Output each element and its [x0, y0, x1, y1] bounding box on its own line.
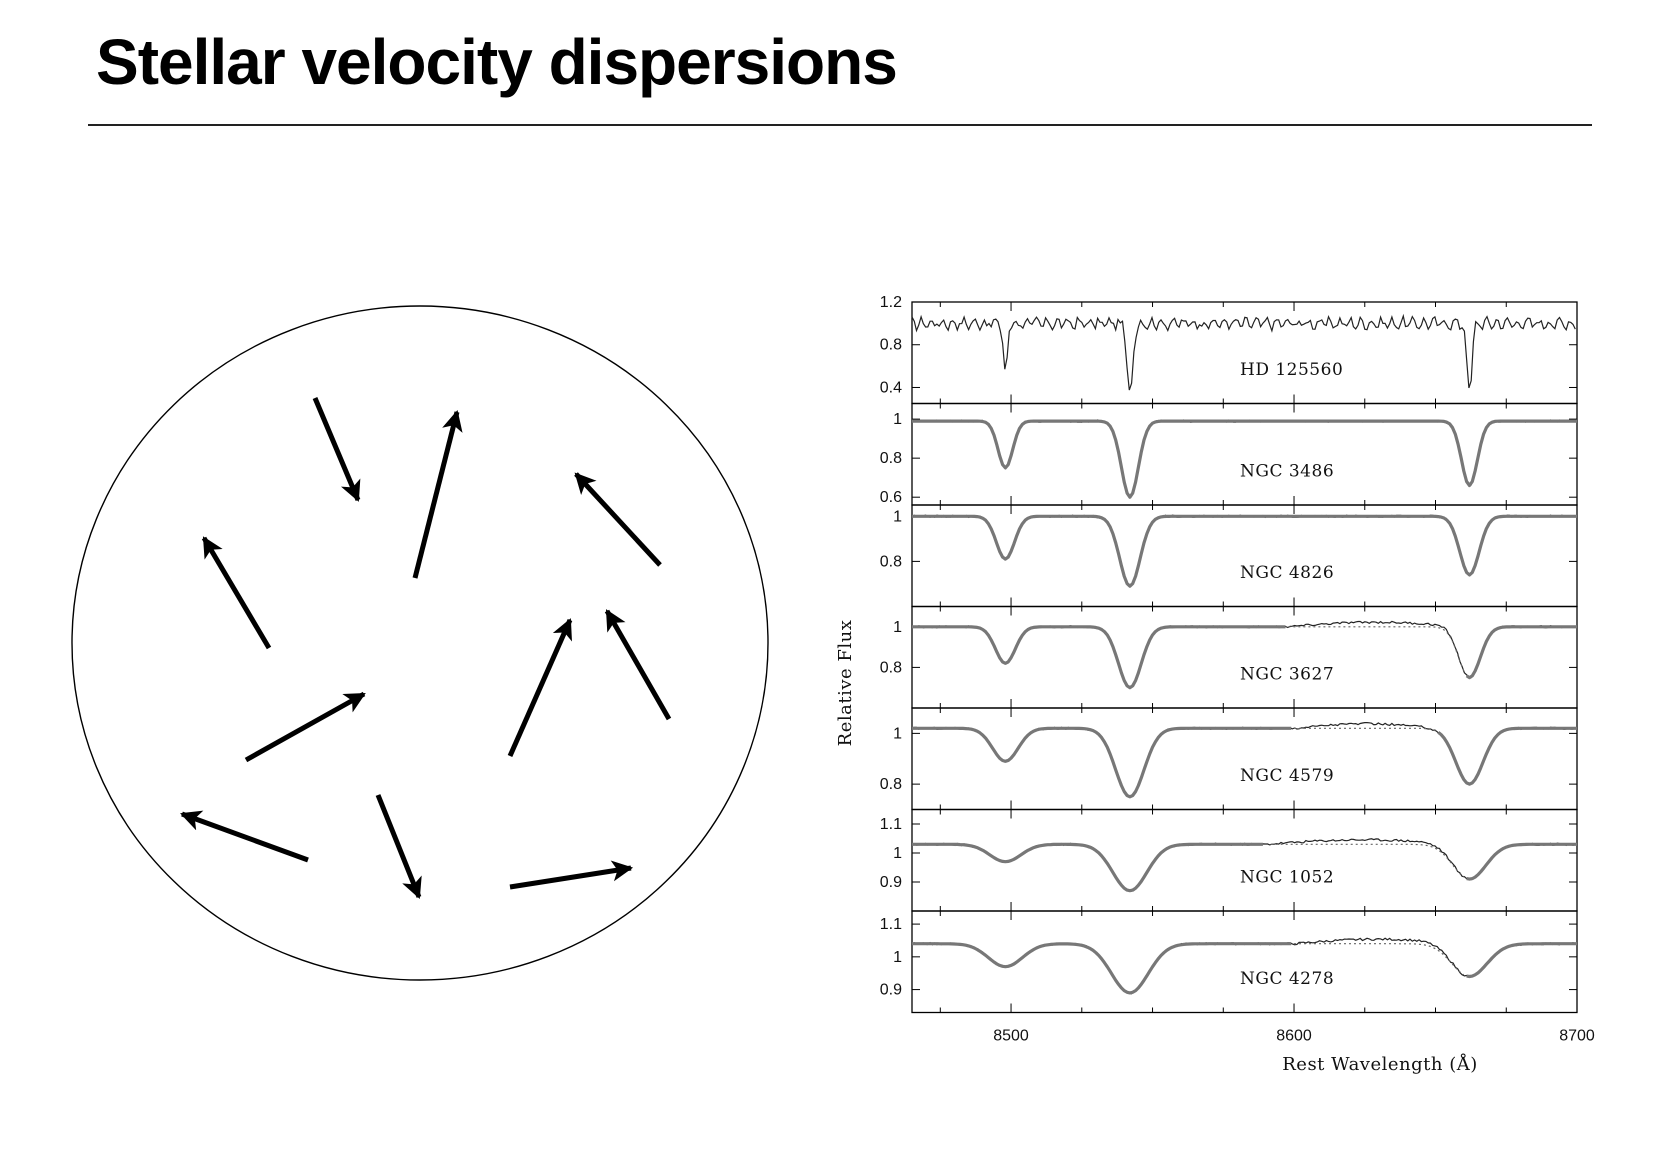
y-tick-label: 0.8 [880, 337, 902, 354]
y-tick-label: 0.8 [880, 553, 902, 570]
y-axis-title: Relative Flux [835, 620, 856, 747]
title-divider [88, 124, 1592, 126]
y-tick-label: 0.6 [880, 489, 902, 506]
panel-label: NGC 4278 [1240, 969, 1334, 989]
y-tick-label: 0.9 [880, 982, 902, 999]
y-tick-label: 0.8 [880, 450, 902, 467]
panel-frame [911, 910, 1578, 1014]
panel-label: HD 125560 [1240, 360, 1343, 380]
spectrum-panel: 0.4 0.8 1.2 HD 125560 [880, 294, 1578, 405]
y-tick-label: 0.9 [880, 874, 902, 891]
panel-label: NGC 4579 [1240, 766, 1334, 786]
model-fit-line [1466, 842, 1577, 881]
observed-spectrum [911, 313, 1576, 391]
spectrum-panel: 0.8 1 NGC 4826 [880, 504, 1578, 608]
y-tick-label: 1.1 [880, 916, 902, 933]
spectrum-panel: 0.6 0.8 1 NGC 3486 [880, 402, 1578, 506]
velocity-arrow [604, 609, 672, 721]
model-fit-line [912, 942, 1292, 995]
panel-label: NGC 3627 [1240, 665, 1334, 685]
slide-title: Stellar velocity dispersions [96, 26, 898, 98]
velocity-arrow [574, 472, 662, 567]
velocity-arrow [244, 691, 366, 763]
model-fit-line [1465, 625, 1577, 680]
masked-continuum-line [1294, 727, 1436, 732]
galaxy-outline [71, 305, 769, 981]
spectra-chart: 0.4 0.8 1.2 HD 125560 0.6 0.8 1 NGC 3486 0.8 1 NGC… [835, 294, 1595, 1075]
velocity-arrow [375, 794, 422, 899]
y-tick-label: 1 [893, 725, 902, 742]
y-tick-label: 1 [893, 949, 902, 966]
velocity-arrow [509, 860, 634, 890]
velocity-arrow [412, 409, 463, 579]
masked-continuum-line [1288, 626, 1465, 672]
x-axis-title: Rest Wavelength (Å) [1282, 1053, 1478, 1075]
spectrum-panel: 0.8 1 NGC 4579 [880, 707, 1578, 811]
model-fit-line [912, 726, 1292, 799]
spectrum-panel: 0.9 1 1.1 NGC 4278 [880, 910, 1578, 1014]
masked-continuum-line [1265, 843, 1465, 878]
model-fit-line [912, 625, 1286, 690]
y-tick-label: 1.2 [880, 294, 902, 311]
x-tick-label: 8700 [1559, 1028, 1595, 1045]
y-tick-label: 1 [893, 845, 902, 862]
spectrum-panel: 0.8 1 NGC 3627 [880, 605, 1578, 709]
y-tick-label: 1.1 [880, 816, 902, 833]
y-tick-label: 0.8 [880, 659, 902, 676]
panel-label: NGC 3486 [1240, 462, 1334, 482]
panel-label: NGC 1052 [1240, 868, 1334, 888]
y-tick-label: 1 [893, 411, 902, 428]
model-fit-line [912, 842, 1263, 893]
model-fit-line [912, 514, 1577, 588]
x-tick-label: 8500 [993, 1028, 1029, 1045]
y-tick-label: 0.8 [880, 776, 902, 793]
x-tick-label: 8600 [1276, 1028, 1312, 1045]
velocity-arrow [507, 618, 573, 758]
y-tick-label: 0.4 [880, 379, 902, 396]
velocity-arrow [201, 536, 272, 650]
panel-label: NGC 4826 [1240, 563, 1334, 583]
model-fit-line [1466, 942, 1577, 979]
y-tick-label: 1 [893, 508, 902, 525]
velocity-arrow [312, 397, 361, 502]
spectrum-panel: 0.9 1 1.1 NGC 1052 [880, 808, 1578, 912]
y-tick-label: 1 [893, 619, 902, 636]
velocity-arrow [180, 810, 309, 863]
model-fit-line [912, 419, 1577, 499]
model-fit-line [1437, 726, 1577, 786]
velocity-dispersion-diagram [71, 305, 769, 981]
